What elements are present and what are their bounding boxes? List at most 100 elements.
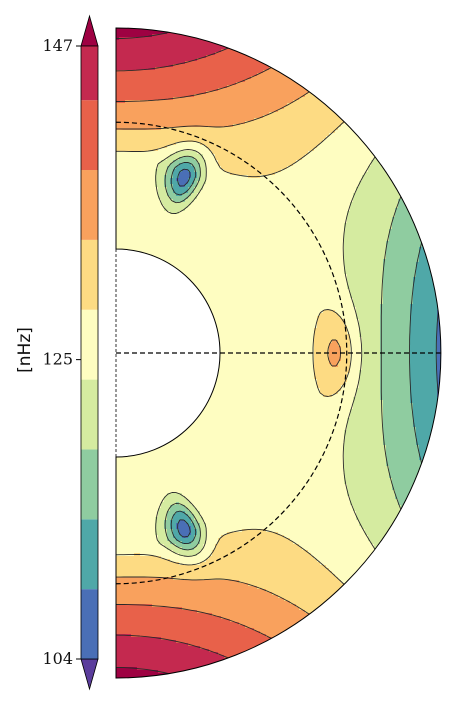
contour-cell <box>116 67 156 71</box>
contour-cell <box>329 355 342 359</box>
contour-cell <box>299 97 321 101</box>
colorbar-tick-label: 104 <box>42 649 73 668</box>
contour-cell <box>413 283 435 287</box>
contour-cell <box>116 526 156 530</box>
contour-cell <box>170 505 186 509</box>
contour-cell <box>344 430 384 434</box>
contour-cell <box>206 91 309 95</box>
contour-cell <box>350 496 396 500</box>
contour-cell <box>155 181 165 185</box>
contour-cell <box>116 232 345 236</box>
contour-cell <box>179 562 201 566</box>
contour-cell <box>416 433 432 437</box>
contour-cell <box>416 265 432 269</box>
contour-cell <box>383 292 414 296</box>
contour-cell <box>188 178 195 182</box>
contour-cell <box>185 424 348 428</box>
contour-cell <box>347 490 396 494</box>
contour-cell <box>437 358 441 362</box>
contour-cell <box>194 535 201 539</box>
contour-cell <box>419 256 429 260</box>
contour-cell <box>398 199 405 203</box>
contour-cell <box>347 328 360 332</box>
contour-cell <box>188 643 264 647</box>
contour-cell <box>116 547 168 551</box>
contour-cell <box>347 274 384 278</box>
contour-cell <box>356 190 402 194</box>
contour-cell <box>221 535 285 539</box>
contour-cell <box>164 496 186 500</box>
contour-cell <box>437 370 441 374</box>
contour-cell <box>116 475 345 479</box>
contour-cell <box>218 355 315 359</box>
contour-cell <box>344 481 393 485</box>
contour-cell <box>155 517 168 521</box>
contour-cell <box>164 178 171 182</box>
contour-cell <box>410 358 438 362</box>
contour-cell <box>116 502 162 506</box>
contour-cell <box>359 334 381 338</box>
contour-cell <box>257 73 288 77</box>
contour-cell <box>191 511 201 515</box>
contour-cell <box>419 247 426 251</box>
contour-cell <box>419 451 429 455</box>
contour-cell <box>215 361 315 365</box>
contour-cell <box>386 445 420 449</box>
contour-cell <box>293 541 372 545</box>
contour-cell <box>221 616 309 620</box>
contour-cell <box>380 385 411 389</box>
contour-cell <box>212 379 318 383</box>
contour-cell <box>410 343 438 347</box>
contour-cell <box>344 454 387 458</box>
contour-cell <box>215 544 300 548</box>
contour-cell <box>173 169 183 173</box>
contour-cell <box>410 313 438 317</box>
contour-cell <box>416 442 432 446</box>
contour-cell <box>350 358 363 362</box>
contour-cell <box>155 523 165 527</box>
contour-cell <box>116 157 168 161</box>
contour-cell <box>392 220 417 224</box>
contour-cell <box>347 217 393 221</box>
contour-cell <box>173 517 192 521</box>
contour-cell <box>350 346 363 350</box>
contour-cell <box>209 316 318 320</box>
contour-cell <box>173 175 180 179</box>
contour-cell <box>116 559 171 563</box>
contour-cell <box>182 493 348 497</box>
contour-cell <box>299 544 375 548</box>
contour-cell <box>203 547 216 551</box>
contour-cell <box>380 394 411 398</box>
contour-cell <box>389 229 420 233</box>
contour-cell <box>437 337 441 341</box>
contour-cell <box>179 529 192 533</box>
contour-cell <box>362 346 381 350</box>
contour-cell <box>383 436 417 440</box>
contour-cell <box>116 550 174 554</box>
contour-cell <box>161 199 174 203</box>
contour-cell <box>206 160 219 164</box>
contour-cell <box>314 331 348 335</box>
contour-cell <box>296 160 372 164</box>
contour-cell <box>416 271 435 275</box>
contour-cell <box>338 343 351 347</box>
contour-cell <box>302 157 375 161</box>
contour-cell <box>206 526 363 530</box>
contour-cell <box>413 415 438 419</box>
contour-cell <box>350 295 384 299</box>
colorbar-band <box>81 379 98 450</box>
contour-cell <box>191 529 198 533</box>
contour-cell <box>116 172 156 176</box>
contour-cell <box>392 487 414 491</box>
contour-cell <box>359 385 381 389</box>
contour-cell <box>161 262 345 266</box>
contour-cell <box>410 328 438 332</box>
contour-cell <box>206 535 222 539</box>
contour-cell <box>347 286 384 290</box>
contour-cell <box>212 550 309 554</box>
contour-cell <box>203 520 360 524</box>
contour-cell <box>173 160 198 164</box>
contour-cell <box>353 403 384 407</box>
contour-cell <box>383 298 414 302</box>
contour-cell <box>212 319 318 323</box>
